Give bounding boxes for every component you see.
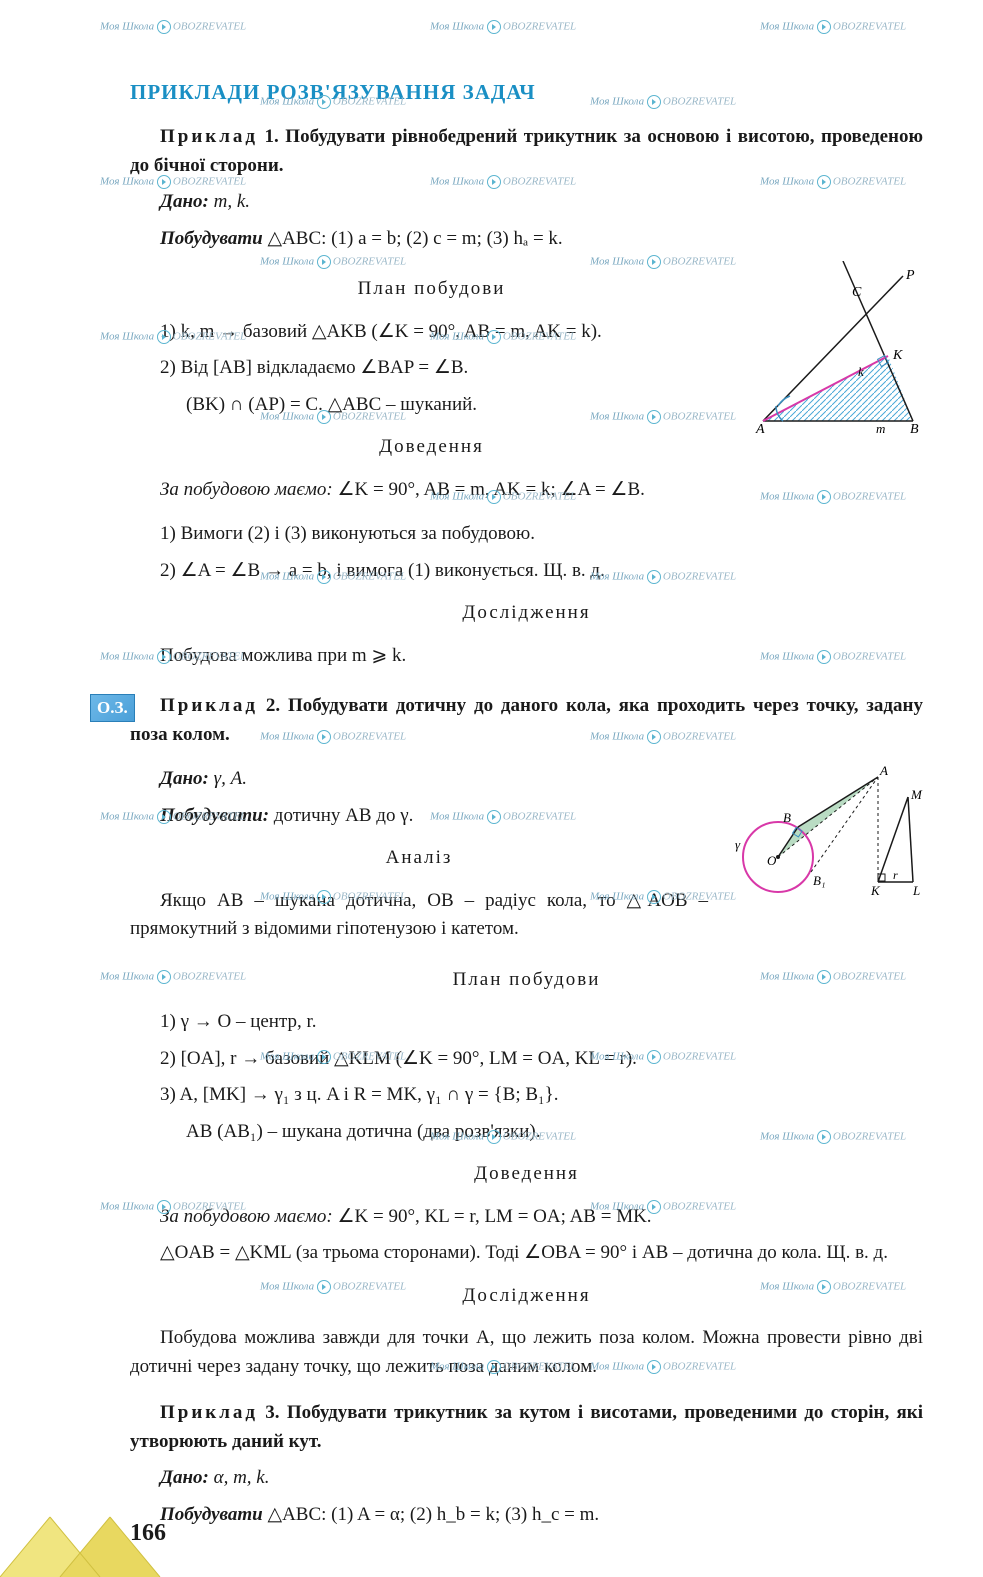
- ex1-proof-1: За побудовою маємо: ∠K = 90°, AB = m, AK…: [130, 476, 733, 505]
- ex1-proof-title: Доведення: [130, 433, 733, 462]
- svg-text:K: K: [870, 883, 881, 898]
- ex2-plan-4: AB (AB₁) – шукана дотична (два розв'язки…: [130, 1118, 923, 1147]
- ex2-proof-title: Доведення: [130, 1160, 923, 1189]
- ex2-plan-title: План побудови: [130, 966, 923, 995]
- svg-text:m: m: [876, 421, 885, 436]
- ex2-research: Побудова можлива завжди для точки A, що …: [130, 1324, 923, 1381]
- watermark-item: Моя Школа OBOZREVATEL: [100, 20, 246, 34]
- svg-text:M: M: [910, 787, 923, 802]
- footer-triangles-icon: [0, 1507, 200, 1577]
- ex2-plan-2: 2) [OA], r → базовий △KLM (∠K = 90°, LM …: [130, 1045, 923, 1074]
- oz-box: О.З.: [90, 694, 135, 722]
- svg-text:O: O: [767, 853, 777, 868]
- ex2-research-title: Дослідження: [130, 1282, 923, 1311]
- ex2-analysis-title: Аналіз: [130, 844, 708, 873]
- svg-text:A: A: [755, 422, 765, 436]
- ex2-label: Приклад: [160, 695, 258, 716]
- ex2-plan-3: 3) A, [MK] → γ₁ з ц. A і R = MK, γ₁ ∩ γ …: [130, 1081, 923, 1110]
- svg-text:C: C: [852, 285, 862, 300]
- ex1-given-label: Дано:: [160, 191, 209, 212]
- ex2-given-row: Дано: γ, A. Побудувати: дотичну AB до γ.…: [130, 757, 923, 952]
- ex1-plan-3: (BK) ∩ (AP) = C. △ABC – шуканий.: [130, 391, 733, 420]
- ex1-proof-1b: ∠K = 90°, AB = m, AK = k; ∠A = ∠B.: [337, 479, 644, 500]
- ex1-proof-1a: За побудовою маємо:: [160, 479, 333, 500]
- ex1-plan-title: План побудови: [130, 275, 733, 304]
- svg-text:K: K: [892, 348, 903, 363]
- ex3-given: Дано: α, m, k.: [130, 1464, 923, 1493]
- figure2-svg: O B A B₁ M K L γ r: [723, 757, 923, 917]
- ex1-research-title: Дослідження: [130, 599, 923, 628]
- ex3-build: Побудувати △ABC: (1) A = α; (2) h_b = k;…: [130, 1501, 923, 1530]
- ex1-given: Дано: m, k.: [130, 188, 923, 217]
- ex1-build: Побудувати △ABC: (1) a = b; (2) c = m; (…: [130, 225, 923, 254]
- watermark-item: Моя Школа OBOZREVATEL: [760, 20, 906, 34]
- ex2-build: Побудувати: дотичну AB до γ.: [130, 802, 708, 831]
- svg-text:k: k: [858, 364, 864, 379]
- svg-text:P: P: [905, 268, 915, 283]
- svg-text:L: L: [912, 883, 920, 898]
- example2-block: О.З. Приклад 2. Побудувати дотичну до да…: [130, 692, 923, 749]
- example1-heading: Приклад 1. Побудувати рівнобедрений трик…: [130, 123, 923, 180]
- section-title: ПРИКЛАДИ РОЗВ'ЯЗУВАННЯ ЗАДАЧ: [130, 80, 923, 105]
- ex2-heading: Приклад 2. Побудувати дотичну до даного …: [130, 692, 923, 749]
- ex2-num: 2.: [266, 695, 280, 716]
- ex1-plan-2: 2) Від [AB] відкладаємо ∠BAP = ∠B.: [130, 354, 733, 383]
- ex2-given: Дано: γ, A.: [130, 765, 708, 794]
- svg-text:γ: γ: [735, 837, 741, 852]
- textbook-page: Моя Школа OBOZREVATEL Моя Школа OBOZREVAT…: [0, 0, 983, 1577]
- figure1-container: A B C P K k m: [748, 261, 923, 441]
- ex1-proof-3: 2) ∠A = ∠B → a = b, і вимога (1) виконує…: [130, 557, 923, 586]
- ex1-plan-1: 1) k, m → базовий △AKB (∠K = 90°, AB = m…: [130, 318, 733, 347]
- svg-text:r: r: [893, 868, 898, 882]
- ex1-research: Побудова можлива при m ⩾ k.: [130, 642, 923, 671]
- ex1-label: Приклад: [160, 126, 258, 147]
- ex1-build-label: Побудувати: [160, 228, 263, 249]
- svg-text:B₁: B₁: [813, 873, 825, 888]
- svg-text:B: B: [783, 810, 791, 825]
- ex2-plan-1: 1) γ → O – центр, r.: [130, 1008, 923, 1037]
- ex1-given-val: m, k.: [214, 191, 250, 212]
- ex1-build-val: △ABC: (1) a = b; (2) c = m; (3) hₐ = k.: [267, 228, 562, 249]
- ex1-proof-2: 1) Вимоги (2) і (3) виконуються за побуд…: [130, 520, 923, 549]
- ex2-proof-1: За побудовою маємо: ∠K = 90°, KL = r, LM…: [130, 1203, 923, 1232]
- watermark-item: Моя Школа OBOZREVATEL: [430, 20, 576, 34]
- svg-text:B: B: [910, 422, 919, 436]
- ex1-plan-row: План побудови 1) k, m → базовий △AKB (∠K…: [130, 261, 923, 512]
- ex1-num: 1.: [265, 126, 279, 147]
- ex2-proof-2: △OAB = △KML (за трьома сторонами). Тоді …: [130, 1239, 923, 1268]
- figure2-container: O B A B₁ M K L γ r: [723, 757, 923, 922]
- ex2-analysis: Якщо AB – шукана дотична, OB – радіус ко…: [130, 887, 708, 944]
- ex3-heading: Приклад 3. Побудувати трикутник за кутом…: [130, 1399, 923, 1456]
- figure1-svg: A B C P K k m: [748, 261, 923, 436]
- svg-text:A: A: [879, 763, 888, 778]
